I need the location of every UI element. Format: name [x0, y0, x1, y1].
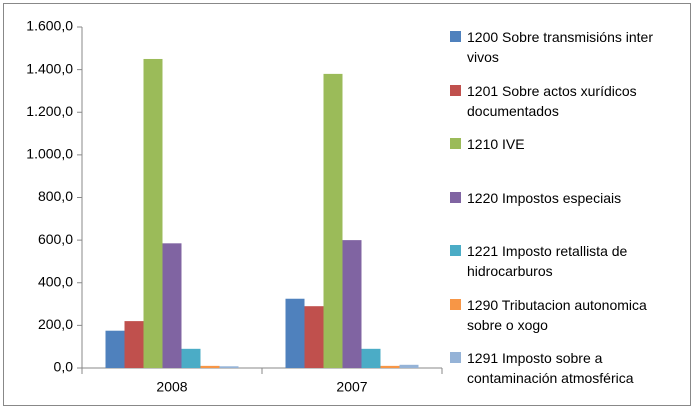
legend-item: 1290 Tributacion autonomica sobre o xogo [450, 295, 685, 335]
legend-item: 1210 IVE [450, 134, 685, 154]
bar [361, 348, 381, 368]
bar [105, 330, 125, 368]
bar [399, 364, 419, 368]
legend-label: 1201 Sobre actos xurídicos documentados [467, 82, 637, 119]
legend-item: 1201 Sobre actos xurídicos documentados [450, 81, 685, 121]
legend-label: 1210 IVE [467, 136, 525, 152]
bar [124, 321, 144, 368]
legend-item: 1291 Imposto sobre a contaminación atmos… [450, 348, 685, 388]
bar [181, 348, 201, 368]
x-tick-label: 2007 [336, 379, 367, 395]
bar [143, 58, 163, 368]
bar [323, 73, 343, 368]
y-tick-label: 800,0 [38, 188, 73, 204]
y-tick-label: 1.000,0 [26, 146, 73, 162]
y-tick-label: 600,0 [38, 231, 73, 247]
legend-swatch [450, 352, 461, 363]
legend-swatch [450, 84, 461, 96]
legend-swatch [450, 138, 461, 149]
bar [162, 243, 182, 368]
y-tick-label: 400,0 [38, 273, 73, 289]
bar [219, 366, 239, 368]
y-tick-label: 0,0 [54, 359, 74, 375]
legend-label: 1290 Tributacion autonomica sobre o xogo [467, 296, 647, 333]
y-tick-label: 1.200,0 [26, 103, 73, 119]
x-tick-label: 2008 [156, 379, 187, 395]
legend-swatch [450, 298, 461, 310]
legend-swatch [450, 191, 461, 203]
bar [304, 306, 324, 368]
bar [200, 365, 220, 368]
y-tick-label: 1.400,0 [26, 60, 73, 76]
legend-item: 1220 Impostos especiais [450, 188, 685, 208]
legend-item: 1200 Sobre transmisións inter vivos [450, 27, 685, 67]
legend-item: 1221 Imposto retallista de hidrocarburos [450, 241, 685, 281]
legend-swatch [450, 31, 461, 42]
bar [380, 365, 400, 368]
legend-label: 1220 Impostos especiais [467, 189, 622, 206]
legend-label: 1291 Imposto sobre a contaminación atmos… [467, 350, 634, 386]
legend-label: 1221 Imposto retallista de hidrocarburos [467, 243, 628, 279]
bar [285, 298, 305, 368]
legend-swatch [450, 245, 461, 256]
y-tick-label: 1.600,0 [26, 18, 73, 34]
bar [342, 240, 362, 368]
legend-label: 1200 Sobre transmisións inter vivos [467, 29, 653, 65]
y-tick-label: 200,0 [38, 316, 73, 332]
